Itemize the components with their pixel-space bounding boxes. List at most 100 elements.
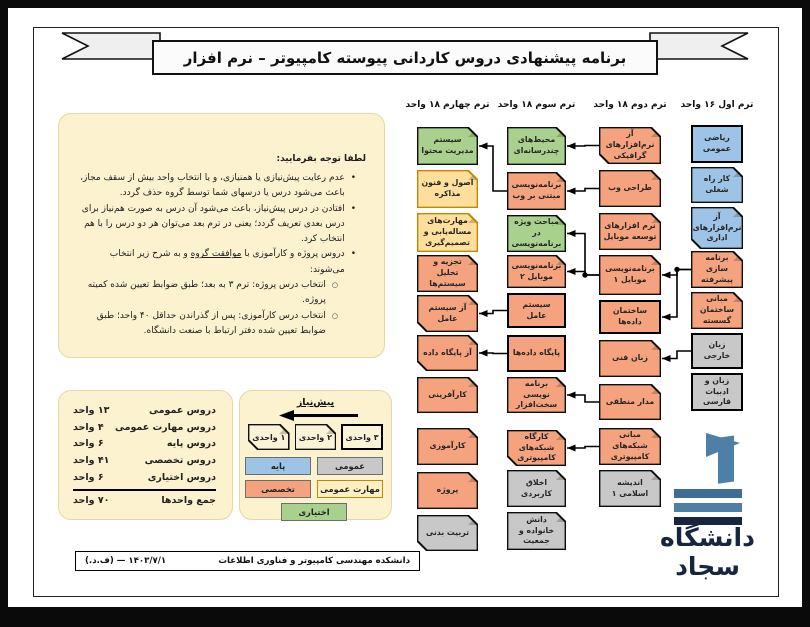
course-box: ساختمان داده‌ها bbox=[599, 300, 661, 334]
course-box: نرم افزارهای توسعه موبایل bbox=[599, 213, 661, 250]
folded-corner-icon bbox=[556, 256, 565, 265]
folded-corner-icon bbox=[468, 378, 477, 387]
course-label: کارآفرینی bbox=[428, 389, 467, 399]
notice-title: لطفا توجه بفرمایید: bbox=[276, 154, 367, 164]
folded-corner-icon bbox=[468, 336, 477, 345]
course-box: برنامه‌نویسی موبایل ۲ bbox=[507, 255, 566, 288]
course-label: مهارت‌های مساله‌یابی و تصمیم‌گیری bbox=[423, 216, 472, 247]
course-label: مدار منطقی bbox=[605, 396, 655, 406]
university-logo-mark bbox=[673, 433, 742, 525]
course-box: کارگاه شبکه‌های کامپیوتری bbox=[507, 430, 566, 466]
course-box: سیستم عامل bbox=[507, 293, 566, 328]
prerequisite-connector bbox=[567, 268, 599, 276]
footer-department: دانشکده مهندسی کامپیوتر و فناوری اطلاعات bbox=[218, 556, 410, 566]
folded-corner-icon bbox=[556, 378, 565, 387]
course-label: زبان و ادبیات فارسی bbox=[702, 375, 732, 407]
course-label: مباحث ویژه در برنامه‌نویسی bbox=[511, 217, 562, 248]
term-header: ترم چهارم ۱۸ واحد bbox=[405, 100, 490, 110]
folded-corner-icon bbox=[468, 128, 477, 137]
course-box: مباحث ویژه در برنامه‌نویسی bbox=[507, 215, 566, 252]
folded-corner-icon bbox=[556, 431, 565, 440]
folded-corner-icon bbox=[556, 513, 565, 522]
legend-category-skill: مهارت عمومی bbox=[317, 480, 383, 498]
ribbon-left-tail-icon bbox=[61, 32, 161, 60]
course-box: برنامه‌نویسی مبتنی بر وب bbox=[507, 172, 566, 210]
course-label: اندیشه اسلامی ۱ bbox=[611, 477, 649, 498]
prerequisite-connector bbox=[479, 309, 507, 317]
folded-corner-icon bbox=[651, 171, 660, 180]
folded-corner-icon bbox=[468, 256, 477, 265]
folded-corner-icon bbox=[468, 429, 477, 438]
course-label: ساختمان داده‌ها bbox=[612, 306, 648, 326]
page-title: برنامه پیشنهادی دروس کاردانی پیوسته کامپ… bbox=[183, 48, 627, 67]
course-label: پروژه bbox=[436, 485, 459, 495]
units-row: دروس اختیاری ۶ واحد bbox=[73, 471, 216, 483]
course-box: پروژه bbox=[417, 472, 478, 509]
course-box: کارآموزی bbox=[417, 428, 478, 465]
course-box: سیستم مدیریت محتوا bbox=[417, 127, 478, 165]
course-box: آز نرم‌افزارهای گرافیکی bbox=[599, 127, 661, 164]
course-box: برنامه‌نویسی موبایل ۱ bbox=[599, 255, 661, 295]
course-box: دانش خانواده و جمعیت bbox=[507, 512, 566, 550]
prerequisite-connector bbox=[567, 391, 599, 403]
legend-box: پیش‌نیاز ۳ واحدی ۲ واحدی ۱ واحدی bbox=[239, 390, 392, 521]
course-label: ریاضی عمومی bbox=[702, 133, 732, 153]
folded-corner-icon bbox=[468, 296, 477, 305]
page-inner-border bbox=[33, 27, 779, 597]
folded-corner-icon bbox=[468, 473, 477, 482]
folded-corner-icon bbox=[651, 471, 660, 480]
course-label: برنامه‌نویسی موبایل ۲ bbox=[511, 260, 562, 281]
course-label: سیستم عامل bbox=[522, 299, 551, 320]
prerequisite-connector bbox=[567, 444, 599, 452]
course-label: کارگاه شبکه‌های کامپیوتری bbox=[517, 431, 556, 463]
folded-corner-icon bbox=[468, 214, 477, 223]
course-label: برنامه‌نویسی موبایل ۱ bbox=[605, 264, 655, 284]
folded-corner-icon bbox=[651, 256, 660, 265]
course-box: مبانی ساختمان گسسته bbox=[691, 292, 743, 329]
notice-bullet: • افتادن در درس پیش‌نیاز، باعث می‌شود آن… bbox=[73, 202, 356, 248]
prerequisite-connector bbox=[662, 268, 691, 321]
ribbon-right-tail-icon bbox=[649, 32, 749, 60]
bullet-icon: • bbox=[350, 249, 356, 260]
title-ribbon bbox=[61, 32, 749, 75]
junction-dot-icon bbox=[582, 272, 588, 278]
course-label: محیط‌های چندرسانه‌ای bbox=[513, 135, 560, 155]
footer-bar: دانشکده مهندسی کامپیوتر و فناوری اطلاعات… bbox=[75, 551, 420, 571]
course-label: اصول و فنون مذاکره bbox=[421, 178, 474, 198]
circle-bullet-icon: ○ bbox=[331, 311, 338, 320]
course-label: اخلاق کاربردی bbox=[521, 477, 552, 498]
course-label: زبان خارجی bbox=[703, 340, 731, 360]
folded-corner-icon bbox=[556, 173, 565, 182]
notice-sub-bullet: ○ انتخاب درس پروژه: ترم ۳ به بعد؛ طبق ضو… bbox=[73, 278, 338, 309]
course-label: پایگاه داده‌ها bbox=[512, 348, 561, 358]
course-box: اندیشه اسلامی ۱ bbox=[599, 470, 661, 507]
units-row: دروس پایه ۶ واحد bbox=[73, 438, 216, 450]
units-total-row: جمع واحدها ۷۰ واحد bbox=[73, 495, 216, 507]
course-box: اصول و فنون مذاکره bbox=[417, 170, 478, 208]
course-label: آز نرم‌افزارهای گرافیکی bbox=[605, 129, 655, 160]
course-label: برنامه سازی پیشرفته bbox=[701, 253, 733, 284]
legend-shape-1unit: ۱ واحدی bbox=[248, 424, 290, 450]
course-label: آز پایگاه داده bbox=[423, 347, 472, 357]
course-box: پایگاه داده‌ها bbox=[507, 335, 566, 372]
course-box: زبان خارجی bbox=[691, 333, 743, 369]
circle-bullet-icon: ○ bbox=[331, 281, 338, 290]
folded-corner-icon bbox=[556, 128, 565, 137]
prerequisite-connector bbox=[662, 268, 691, 279]
course-label: تربیت بدنی bbox=[425, 527, 470, 537]
course-label: برنامه‌نویسی مبتنی بر وب bbox=[511, 180, 562, 200]
course-box: برنامه نویسی سخت‌افزار bbox=[507, 377, 566, 413]
legend-category-basic: پایه bbox=[245, 457, 311, 475]
course-label: سیستم مدیریت محتوا bbox=[421, 135, 474, 155]
course-label: کارآموزی bbox=[429, 441, 466, 451]
course-box: تربیت بدنی bbox=[417, 515, 478, 551]
course-box: زبان فنی bbox=[599, 340, 661, 377]
legend-category-elective: اختیاری bbox=[281, 503, 347, 521]
junction-dot-icon bbox=[674, 266, 680, 273]
course-box: طراحی وب bbox=[599, 170, 661, 207]
units-row: دروس تخصصی ۴۱ واحد bbox=[73, 454, 216, 466]
course-box: مبانی شبکه‌های کامپیوتری bbox=[599, 428, 661, 465]
prerequisite-connector bbox=[662, 350, 691, 362]
